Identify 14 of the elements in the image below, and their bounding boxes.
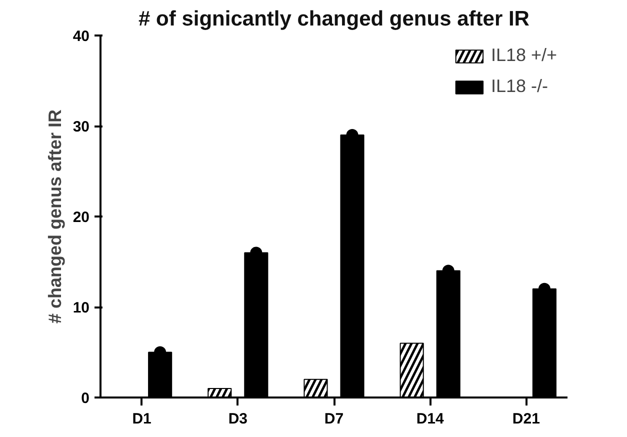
x-tick-label: D21	[512, 410, 540, 428]
y-tick-label: 20	[72, 209, 90, 226]
legend-label: IL18 +/+	[490, 45, 557, 66]
y-axis-title: # changed genus after IR	[44, 109, 65, 324]
x-tick-label: D14	[416, 410, 445, 428]
x-tick-label: D7	[324, 410, 344, 428]
legend-label: IL18 -/-	[490, 76, 548, 97]
x-tick-label: D3	[228, 410, 248, 428]
x-tick-label: D1	[132, 410, 152, 428]
y-tick-label: 30	[72, 118, 90, 136]
y-tick-label: 0	[81, 390, 90, 407]
chart-title: # of signicantly changed genus after IR	[138, 8, 530, 30]
y-tick-label: 10	[72, 300, 90, 316]
y-tick-label: 40	[72, 28, 90, 45]
